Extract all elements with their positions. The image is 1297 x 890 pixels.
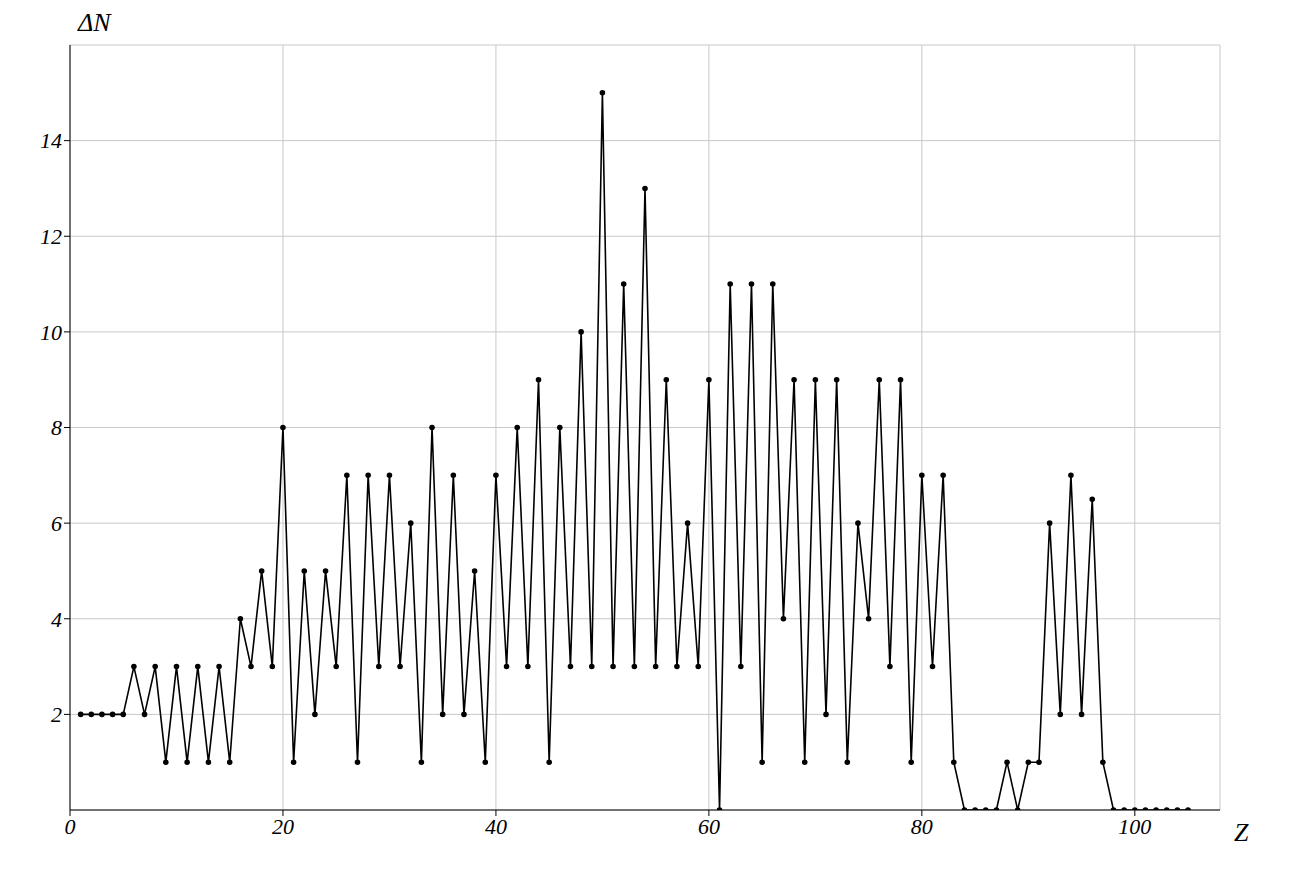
svg-text:40: 40 [485,814,507,839]
svg-text:60: 60 [698,814,720,839]
svg-text:10: 10 [40,320,62,345]
svg-text:2: 2 [51,702,62,727]
svg-text:12: 12 [40,224,62,249]
svg-text:6: 6 [51,511,62,536]
svg-text:0: 0 [65,814,76,839]
html-text:ΔN: ΔN [78,8,111,37]
svg-text:100: 100 [1118,814,1151,839]
svg-text:80: 80 [911,814,933,839]
html-text:Z: Z [1234,818,1249,847]
svg-text:4: 4 [51,607,62,632]
svg-text:20: 20 [272,814,294,839]
svg-text:8: 8 [51,415,62,440]
svg-text:14: 14 [40,128,62,153]
